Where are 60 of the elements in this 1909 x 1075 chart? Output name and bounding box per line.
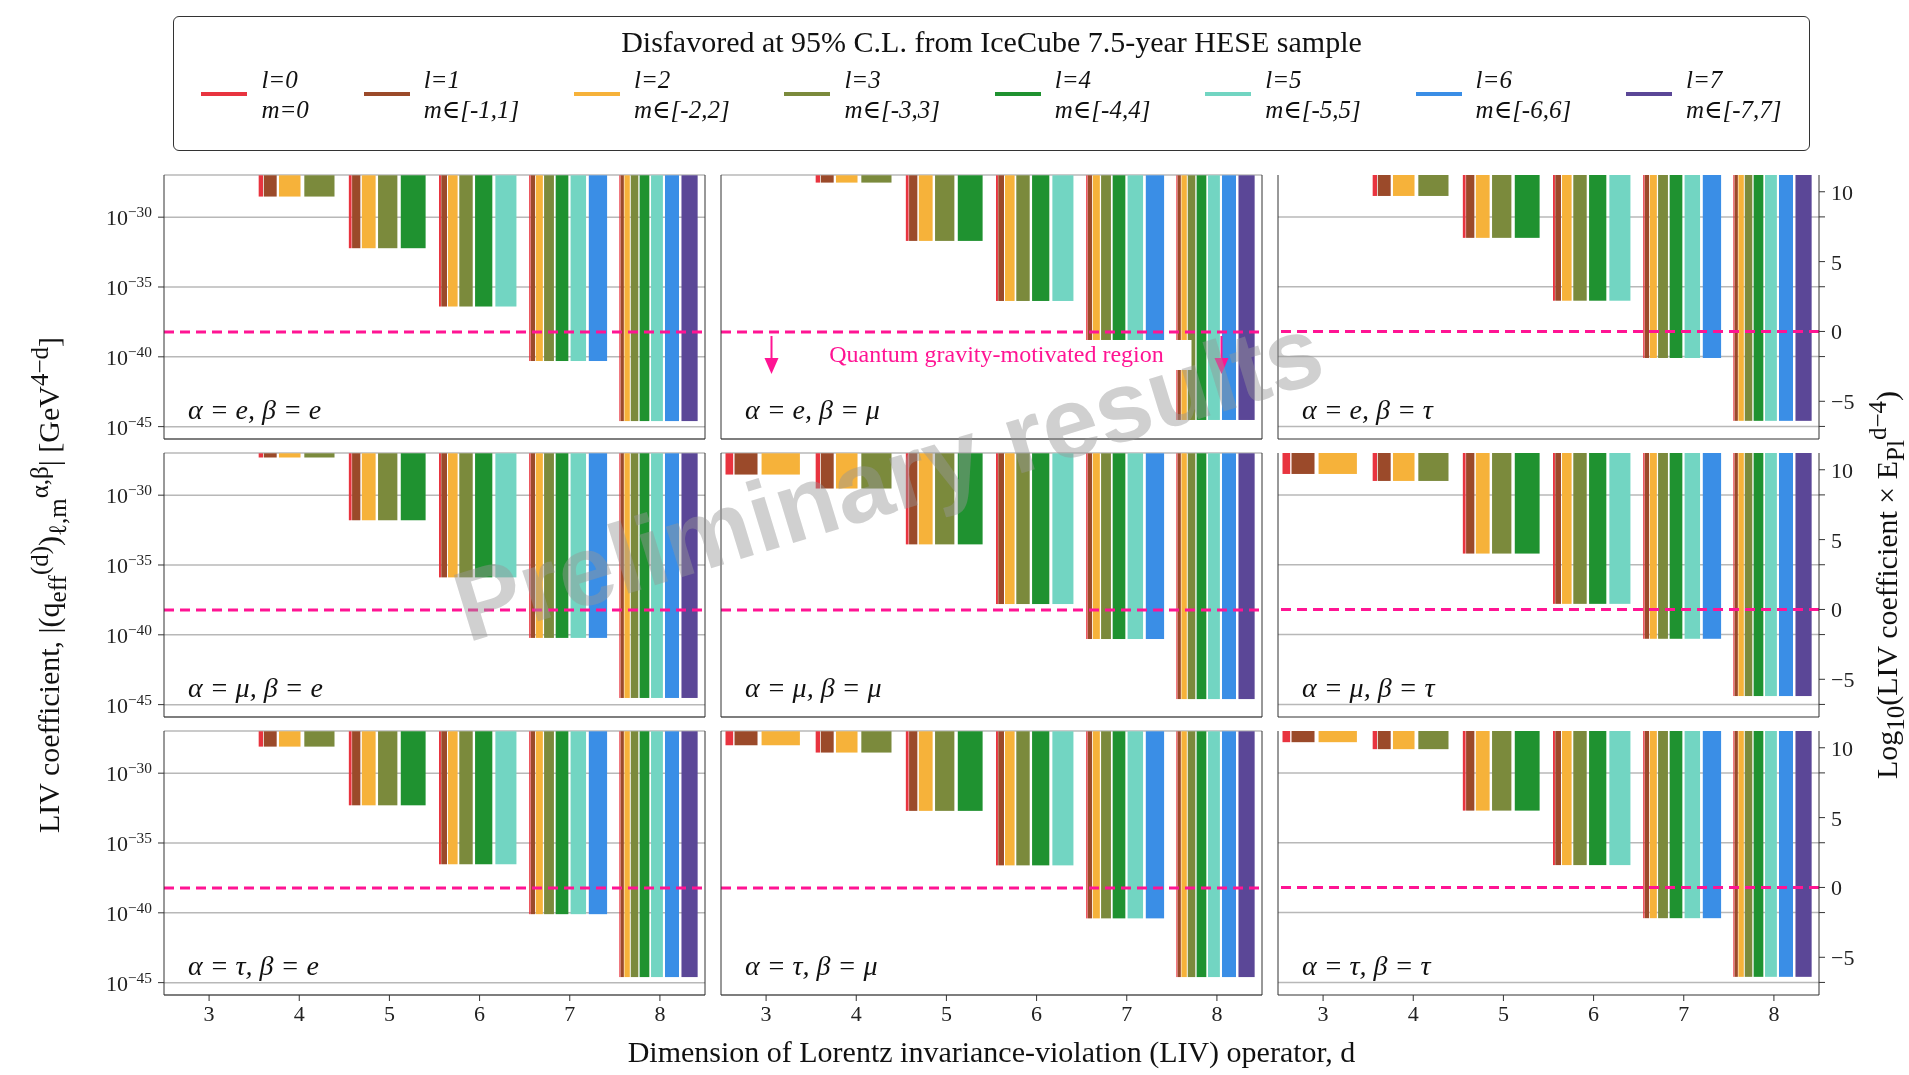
x-tick-label: 5 xyxy=(383,1001,395,1026)
y-tick-label: 10$^{−35}$ xyxy=(105,550,153,578)
legend-label: l=4 m∈[-4,4] xyxy=(1054,65,1151,125)
y2-tick-label: 0 xyxy=(1831,597,1842,623)
x-tick-label: 5 xyxy=(1497,1001,1509,1026)
x-tick-label: 8 xyxy=(1211,1001,1223,1026)
x-tick-label: 3 xyxy=(760,1001,772,1026)
y-tick-label: 10$^{−45}$ xyxy=(105,412,153,440)
y-tick-label: 10$^{−40}$ xyxy=(105,898,153,926)
x-tick-label: 7 xyxy=(564,1001,576,1026)
legend-label: l=1 m∈[-1,1] xyxy=(423,65,520,125)
y-tick-label: 10$^{−30}$ xyxy=(105,758,153,787)
x-tick-label: 4 xyxy=(850,1001,862,1026)
x-tick-label: 8 xyxy=(1768,1001,1780,1026)
x-tick-label: 4 xyxy=(1407,1001,1419,1026)
annotation: α = μ, β = τ xyxy=(1302,672,1436,703)
x-tick-label: 6 xyxy=(1031,1001,1043,1026)
x-tick-label: 6 xyxy=(1588,1001,1600,1026)
annotation: α = τ, β = τ xyxy=(1302,950,1432,981)
y2-tick-label: −5 xyxy=(1831,389,1855,415)
annotation: α = μ, β = e xyxy=(188,672,323,703)
x-tick-label: 4 xyxy=(293,1001,305,1026)
x-tick-label: 8 xyxy=(654,1001,666,1026)
y2-tick-label: 10 xyxy=(1831,457,1853,483)
y-tick-label: 10$^{−30}$ xyxy=(105,480,153,509)
y2-tick-label: 10 xyxy=(1831,735,1853,761)
y2-tick-label: 5 xyxy=(1831,249,1842,275)
annotation: α = e, β = e xyxy=(188,394,322,425)
y2-tick-label: 5 xyxy=(1831,805,1842,831)
legend-label: l=6 m∈[-6,6] xyxy=(1475,65,1572,125)
y-tick-label: 10$^{−35}$ xyxy=(105,272,153,300)
y-tick-label: 10$^{−40}$ xyxy=(105,620,153,648)
y2-tick-label: −5 xyxy=(1831,945,1855,971)
legend-label: l=7 m∈[-7,7] xyxy=(1685,65,1782,125)
annotation: α = e, β = μ xyxy=(745,394,880,425)
y-tick-label: 10$^{−45}$ xyxy=(105,690,153,718)
y2-tick-label: 5 xyxy=(1831,527,1842,553)
x-tick-label: 7 xyxy=(1121,1001,1133,1026)
legend-label: l=5 m∈[-5,5] xyxy=(1265,65,1361,125)
y-tick-label: 10$^{−40}$ xyxy=(105,342,153,370)
x-tick-label: 3 xyxy=(203,1001,215,1026)
legend-title: Disfavored at 95% C.L. from IceCube 7.5-year HESE sample xyxy=(620,25,1363,59)
x-tick-label: 6 xyxy=(474,1001,486,1026)
annotation: α = τ, β = e xyxy=(188,950,319,981)
legend-label: l=2 m∈[-2,2] xyxy=(634,65,730,125)
y2-tick-label: 0 xyxy=(1831,319,1842,345)
y2-tick-label: −5 xyxy=(1831,667,1855,693)
annotation: α = μ, β = μ xyxy=(745,672,882,703)
x-tick-label: 5 xyxy=(940,1001,952,1026)
x-tick-label: 3 xyxy=(1317,1001,1329,1026)
y-tick-label: 10$^{−30}$ xyxy=(105,202,153,231)
y2-tick-label: 0 xyxy=(1831,875,1842,901)
y-tick-label: 10$^{−45}$ xyxy=(105,968,153,996)
x-axis-title: Dimension of Lorentz invariance-violation (LIV) operator, d xyxy=(627,1035,1356,1069)
legend-label: l=3 m∈[-3,3] xyxy=(844,65,940,125)
y-tick-label: 10$^{−35}$ xyxy=(105,828,153,856)
legend-label: l=0 m=0 xyxy=(261,65,309,125)
annotation: α = τ, β = μ xyxy=(745,950,878,981)
x-tick-label: 7 xyxy=(1678,1001,1690,1026)
y2-tick-label: 10 xyxy=(1831,179,1853,205)
